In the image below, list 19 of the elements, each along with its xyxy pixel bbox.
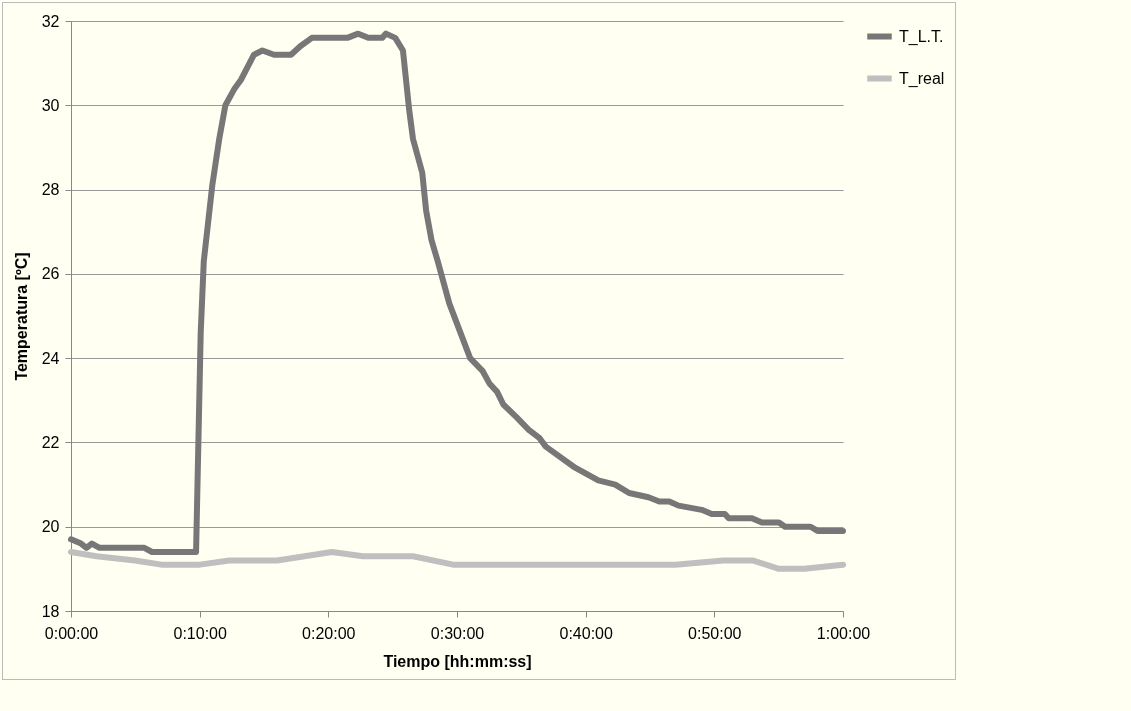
y-tick-label: 28 [41, 181, 60, 199]
y-tick-label: 26 [41, 265, 60, 283]
legend-label: T_real [899, 69, 945, 88]
y-tick-label: 24 [41, 349, 60, 367]
x-axis-title: Tiempo [hh:mm:ss] [383, 652, 532, 670]
y-tick-label: 32 [41, 12, 60, 30]
x-tick-label: 0:10:00 [173, 624, 227, 642]
y-tick-label: 22 [41, 433, 60, 451]
x-tick-label: 0:20:00 [302, 624, 356, 642]
x-tick-label: 0:30:00 [430, 624, 485, 642]
y-tick-label: 18 [41, 602, 60, 620]
x-tick-label: 0:40:00 [559, 624, 613, 642]
y-axis-title: Temperatura [ºC] [12, 252, 30, 381]
x-tick-label: 1:00:00 [816, 624, 871, 642]
x-tick-label: 0:50:00 [688, 624, 742, 642]
y-tick-label: 20 [41, 518, 60, 536]
y-tick-label: 30 [41, 96, 60, 114]
legend-label: T_L.T. [899, 27, 944, 46]
x-tick-label: 0:00:00 [44, 624, 99, 642]
